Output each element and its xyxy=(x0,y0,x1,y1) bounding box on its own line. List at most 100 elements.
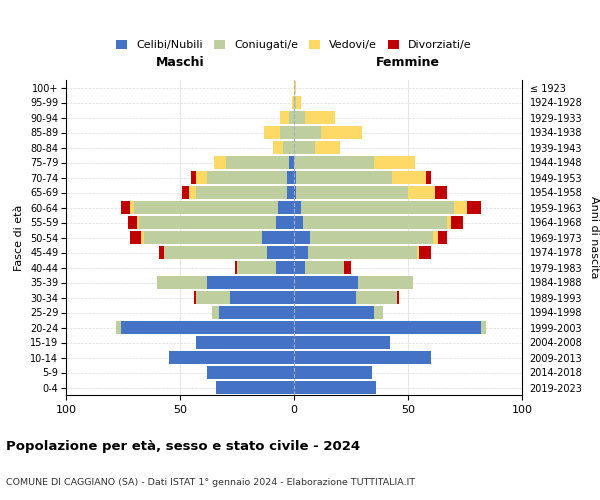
Bar xyxy=(276,262,294,274)
Bar xyxy=(296,172,392,183)
Bar xyxy=(280,126,294,138)
Bar xyxy=(128,216,137,228)
Bar xyxy=(294,172,296,183)
Bar xyxy=(160,246,164,258)
Bar xyxy=(467,202,481,213)
Y-axis label: Anni di nascita: Anni di nascita xyxy=(589,196,599,279)
Bar xyxy=(294,352,431,364)
Bar xyxy=(303,216,447,228)
Bar xyxy=(265,126,280,138)
Bar xyxy=(196,292,230,304)
Bar xyxy=(194,292,196,304)
Bar xyxy=(305,112,335,124)
Bar xyxy=(374,306,383,318)
Bar xyxy=(130,232,141,243)
Bar xyxy=(143,232,262,243)
Text: Popolazione per età, sesso e stato civile - 2024: Popolazione per età, sesso e stato civil… xyxy=(6,440,360,453)
Bar xyxy=(137,216,139,228)
Bar xyxy=(305,262,344,274)
Bar xyxy=(344,262,351,274)
Bar xyxy=(294,96,296,108)
Bar xyxy=(314,142,340,154)
Bar xyxy=(262,232,294,243)
Bar xyxy=(217,382,294,394)
Bar xyxy=(294,186,296,198)
Bar xyxy=(157,276,208,288)
Bar xyxy=(433,232,437,243)
Bar xyxy=(451,216,463,228)
Text: COMUNE DI CAGGIANO (SA) - Dati ISTAT 1° gennaio 2024 - Elaborazione TUTTITALIA.I: COMUNE DI CAGGIANO (SA) - Dati ISTAT 1° … xyxy=(6,478,415,487)
Bar xyxy=(182,186,189,198)
Bar xyxy=(436,186,447,198)
Bar xyxy=(392,172,426,183)
Bar xyxy=(226,156,289,168)
Bar xyxy=(191,172,196,183)
Bar xyxy=(374,156,415,168)
Bar xyxy=(280,112,289,124)
Bar xyxy=(230,292,294,304)
Bar xyxy=(237,262,276,274)
Bar xyxy=(208,276,294,288)
Bar xyxy=(121,322,294,334)
Bar xyxy=(294,366,371,378)
Bar xyxy=(214,156,226,168)
Bar xyxy=(189,186,196,198)
Bar xyxy=(294,262,305,274)
Bar xyxy=(356,292,397,304)
Bar xyxy=(419,246,431,258)
Bar xyxy=(294,142,314,154)
Bar xyxy=(294,246,308,258)
Bar xyxy=(121,202,130,213)
Bar xyxy=(296,96,301,108)
Bar xyxy=(139,216,276,228)
Bar xyxy=(322,126,362,138)
Bar xyxy=(266,246,294,258)
Bar xyxy=(296,186,408,198)
Bar xyxy=(212,306,219,318)
Legend: Celibi/Nubili, Coniugati/e, Vedovi/e, Divorziati/e: Celibi/Nubili, Coniugati/e, Vedovi/e, Di… xyxy=(112,35,476,54)
Bar xyxy=(358,276,413,288)
Bar xyxy=(294,306,374,318)
Bar xyxy=(274,142,283,154)
Bar xyxy=(169,352,294,364)
Bar xyxy=(308,246,417,258)
Text: Maschi: Maschi xyxy=(155,56,205,70)
Bar xyxy=(287,186,294,198)
Bar xyxy=(294,292,356,304)
Bar xyxy=(219,306,294,318)
Bar xyxy=(294,126,322,138)
Bar xyxy=(196,336,294,348)
Bar xyxy=(292,96,294,108)
Bar xyxy=(294,82,296,94)
Bar xyxy=(294,202,301,213)
Bar xyxy=(208,172,287,183)
Bar xyxy=(283,142,294,154)
Bar xyxy=(417,246,419,258)
Bar xyxy=(426,172,431,183)
Bar xyxy=(141,232,143,243)
Bar xyxy=(481,322,485,334)
Bar xyxy=(437,232,447,243)
Bar xyxy=(289,112,294,124)
Bar xyxy=(408,186,436,198)
Bar xyxy=(294,216,303,228)
Bar xyxy=(294,382,376,394)
Text: Femmine: Femmine xyxy=(376,56,440,70)
Bar xyxy=(196,172,208,183)
Bar xyxy=(196,186,287,198)
Bar xyxy=(289,156,294,168)
Bar xyxy=(294,276,358,288)
Bar xyxy=(164,246,266,258)
Bar xyxy=(130,202,134,213)
Bar xyxy=(276,216,294,228)
Bar xyxy=(294,156,374,168)
Bar xyxy=(294,336,390,348)
Bar xyxy=(134,202,278,213)
Bar xyxy=(235,262,237,274)
Bar xyxy=(447,216,451,228)
Bar xyxy=(287,172,294,183)
Bar xyxy=(294,232,310,243)
Bar xyxy=(294,112,305,124)
Bar xyxy=(454,202,467,213)
Bar xyxy=(116,322,121,334)
